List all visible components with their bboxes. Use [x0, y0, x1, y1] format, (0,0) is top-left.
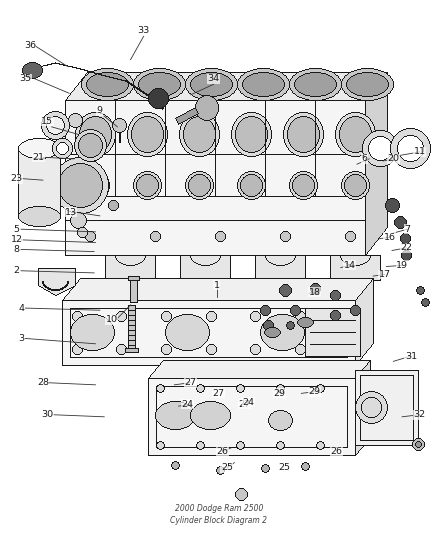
Text: 25: 25: [278, 464, 290, 472]
Text: 3: 3: [18, 334, 24, 343]
Text: 14: 14: [343, 261, 356, 270]
Text: 1: 1: [214, 281, 220, 289]
Text: 34: 34: [208, 75, 220, 83]
Text: 25: 25: [221, 464, 233, 472]
Text: 27: 27: [184, 378, 197, 387]
Text: 23: 23: [11, 174, 23, 183]
Text: 26: 26: [216, 448, 229, 456]
Text: 4: 4: [18, 304, 24, 312]
Text: 21: 21: [32, 153, 45, 161]
Text: 7: 7: [404, 225, 410, 233]
Text: 28: 28: [37, 378, 49, 387]
Text: 15: 15: [41, 117, 53, 126]
Text: 9: 9: [97, 107, 103, 115]
Text: 30: 30: [41, 410, 53, 419]
Text: 13: 13: [65, 208, 77, 216]
Text: 36: 36: [24, 41, 36, 50]
Text: 31: 31: [405, 352, 417, 360]
Text: 33: 33: [138, 27, 150, 35]
Text: 35: 35: [19, 75, 32, 83]
Text: 10: 10: [106, 316, 118, 324]
Text: 22: 22: [400, 244, 413, 252]
Text: 11: 11: [413, 148, 426, 156]
Text: 19: 19: [396, 261, 408, 270]
Text: 6: 6: [362, 155, 368, 163]
Text: 29: 29: [308, 387, 321, 396]
Text: 17: 17: [378, 270, 391, 279]
Text: 5: 5: [14, 225, 20, 233]
Text: 27: 27: [212, 389, 224, 398]
Text: 12: 12: [11, 236, 23, 244]
Text: 2: 2: [14, 266, 20, 275]
Text: 20: 20: [387, 155, 399, 163]
Text: 27: 27: [238, 400, 251, 408]
Text: 16: 16: [384, 233, 396, 241]
Text: 2000 Dodge Ram 2500
Cylinder Block Diagram 2: 2000 Dodge Ram 2500 Cylinder Block Diagr…: [170, 504, 268, 525]
Text: 18: 18: [308, 288, 321, 296]
Text: 26: 26: [330, 448, 343, 456]
Text: 8: 8: [14, 245, 20, 254]
Text: 24: 24: [243, 398, 255, 407]
Text: 32: 32: [413, 410, 426, 419]
Text: 29: 29: [273, 389, 286, 398]
Text: 24: 24: [181, 400, 194, 408]
